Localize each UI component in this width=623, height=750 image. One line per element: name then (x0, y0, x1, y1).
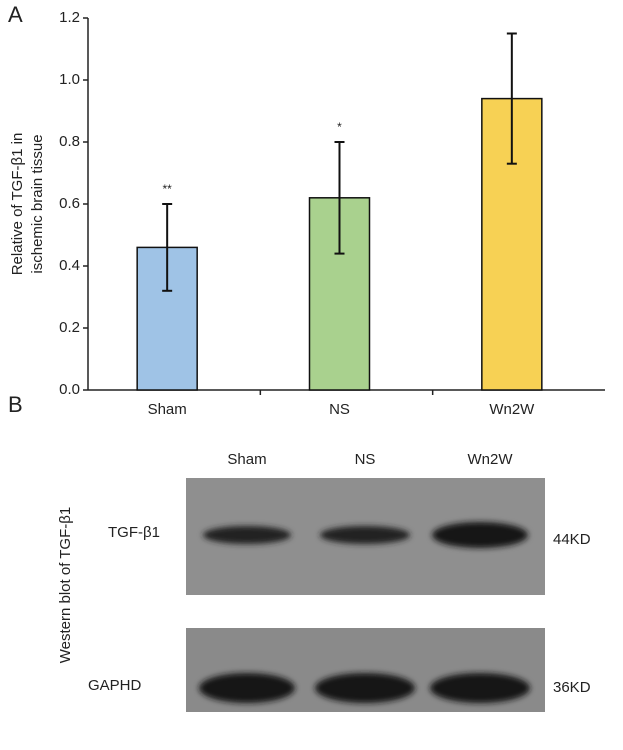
blot-column-label: NS (355, 451, 376, 468)
blot-row-label: TGF-β1 (108, 524, 160, 541)
band (430, 673, 530, 703)
panel-label: B (8, 392, 23, 417)
y-tick-label: 0.2 (59, 319, 80, 336)
y-tick-label: 1.2 (59, 9, 80, 26)
y-tick-label: 0.8 (59, 133, 80, 150)
band (203, 526, 291, 544)
y-axis-title-line: ischemic brain tissue (29, 134, 46, 273)
band (320, 526, 410, 544)
y-tick-label: 1.0 (59, 71, 80, 88)
error-bar (162, 203, 173, 292)
y-tick-label: 0.6 (59, 195, 80, 212)
blot-column-label: Sham (227, 451, 266, 468)
error-bar (506, 32, 517, 165)
x-tick-label: NS (329, 401, 350, 418)
blot-size: 36KD (553, 679, 591, 696)
y-axis-title-line: Relative of TGF-β1 in (9, 133, 26, 276)
significance-label: * (337, 120, 342, 134)
blot-title: Western blot of TGF-β1 (57, 507, 74, 663)
blot-size: 44KD (553, 531, 591, 548)
x-tick-label: Sham (148, 401, 187, 418)
blot-column-label: Wn2W (468, 451, 514, 468)
band (199, 673, 295, 703)
blot-row-label: GAPHD (88, 677, 142, 694)
band (432, 522, 528, 548)
error-bar (334, 141, 345, 255)
band (315, 673, 415, 703)
y-tick-label: 0.0 (59, 381, 80, 398)
blot-bands (199, 522, 530, 703)
y-tick-label: 0.4 (59, 257, 80, 274)
panel-label: A (8, 2, 23, 27)
significance-label: ** (162, 182, 172, 196)
y-axis-title: Relative of TGF-β1 in ischemic brain tis… (9, 133, 46, 276)
x-tick-label: Wn2W (489, 401, 535, 418)
